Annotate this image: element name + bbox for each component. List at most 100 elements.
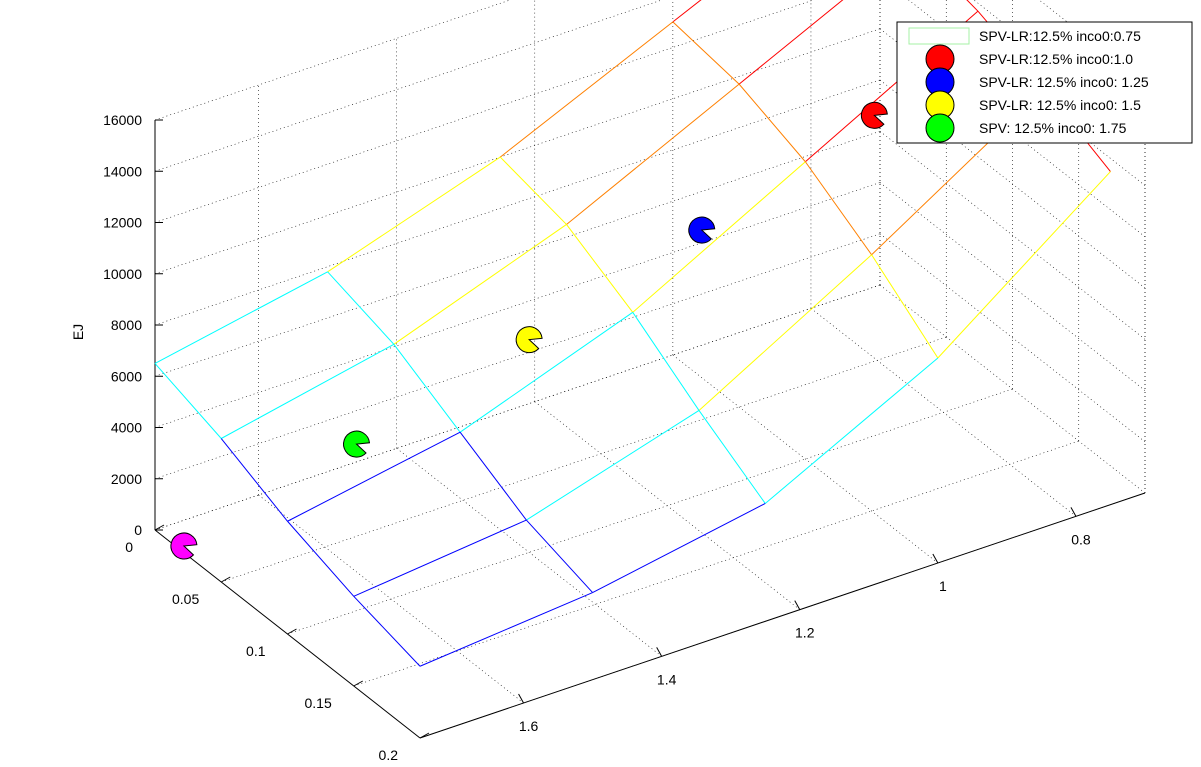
legend: SPV-LR:12.5% inco0:0.75 SPV-LR:12.5% inco… (896, 21, 1193, 144)
legend-swatch (908, 27, 970, 45)
y-tick-label: 1.2 (795, 625, 815, 641)
z-tick-label: 2000 (111, 471, 142, 487)
y-tick (932, 553, 939, 564)
surface-edge (499, 21, 674, 158)
surface-edge (220, 438, 288, 522)
grid-line (154, 233, 881, 480)
x-tick-label: 0 (125, 539, 133, 555)
grid-line (154, 0, 663, 172)
surface-edge (353, 595, 421, 667)
surface-edge (525, 519, 593, 593)
x-tick (221, 576, 231, 583)
grid-line (879, 233, 1146, 442)
surface-edge (738, 0, 844, 85)
z-tick-label: 14000 (103, 163, 142, 179)
y-tick (1070, 507, 1077, 517)
grid-line (154, 284, 881, 531)
grid-line (287, 388, 1013, 635)
surface-edge (287, 431, 461, 522)
z-axis-label: EJ (70, 324, 86, 340)
grid-line (396, 448, 662, 657)
y-tick-label: 1.4 (657, 671, 677, 687)
x-tick (287, 628, 297, 635)
data-marker (688, 216, 716, 244)
y-tick-label: 0.8 (1071, 531, 1091, 547)
z-tick-label: 6000 (111, 368, 142, 384)
legend-label: SPV-LR: 12.5% inco0: 1.25 (979, 74, 1149, 90)
surface-edge (566, 224, 634, 313)
surface-edge (419, 592, 593, 667)
grid-line (154, 0, 815, 223)
data-marker (343, 430, 371, 458)
legend-label: SPV-LR: 12.5% inco0: 1.5 (979, 97, 1141, 113)
grid-line (154, 284, 881, 531)
surface-edge (327, 271, 395, 345)
surface-edge (327, 156, 501, 273)
x-tick-label: 0.2 (379, 747, 399, 763)
grid-line (154, 0, 512, 121)
surface-edge (804, 161, 873, 256)
legend-label: SPV-LR:12.5% inco0:0.75 (979, 28, 1141, 44)
surface-edge (592, 503, 766, 593)
surface-edge (566, 83, 740, 225)
surface-edge (632, 161, 806, 313)
z-tick-label: 16000 (103, 112, 142, 128)
x-tick-label: 0.15 (305, 695, 332, 711)
y-tick-label: 1 (939, 578, 947, 594)
surface-edge (393, 343, 461, 433)
x-tick-label: 0.1 (246, 643, 266, 659)
surface-edge (672, 21, 740, 85)
marker-layer (170, 101, 888, 560)
z-tick-label: 4000 (111, 420, 142, 436)
legend-swatch (925, 113, 955, 143)
y-axis (419, 492, 1146, 739)
surface-edge (154, 271, 328, 364)
label-layer: EJ 0 2000 4000 6000 8000 10000 12000 14000 16000… (70, 112, 1091, 763)
z-tick-label: 10000 (103, 266, 142, 282)
y-tick (794, 600, 801, 610)
surface-edge (698, 410, 766, 504)
surface-edge (459, 311, 634, 433)
x-tick-label: 0.05 (172, 591, 199, 607)
surface-edge (738, 83, 806, 163)
grid-line (879, 131, 1146, 340)
axes-layer (154, 119, 1146, 739)
surface-edge (698, 254, 872, 411)
z-tick-label: 0 (134, 522, 142, 538)
surface-edge (459, 431, 527, 521)
x-tick (353, 680, 363, 687)
surface-edge (221, 343, 395, 439)
surface-edge (966, 0, 979, 12)
grid-line (154, 28, 881, 275)
grid-line (672, 354, 939, 564)
y-tick (518, 693, 525, 704)
surface-edge (871, 254, 939, 359)
surface-edge (154, 363, 222, 439)
grid-line (154, 79, 881, 326)
x-tick (154, 524, 165, 531)
z-tick-label: 8000 (111, 317, 142, 333)
grid-line (258, 494, 524, 704)
z-tick-label: 12000 (103, 215, 142, 231)
legend-label: SPV-LR:12.5% inco0:1.0 (979, 51, 1133, 67)
grid-line (154, 182, 881, 428)
surface-edge (526, 410, 700, 521)
grid-line (879, 182, 1146, 391)
surface-edge (499, 156, 567, 225)
y-tick (656, 647, 663, 657)
grid-line (221, 336, 947, 583)
x-tick (419, 732, 430, 739)
data-marker (515, 326, 543, 354)
surface-edge (632, 312, 700, 411)
data-marker (860, 101, 888, 129)
surface-edge (353, 519, 527, 597)
surface-edge (937, 171, 1111, 359)
grid-line (353, 440, 1079, 687)
y-tick-label: 1.6 (519, 718, 539, 734)
legend-label: SPV: 12.5% inco0: 1.75 (979, 120, 1127, 136)
surface-edge (287, 520, 355, 597)
data-marker (170, 532, 198, 560)
surface-edge (764, 357, 939, 504)
surface-edge (393, 224, 567, 345)
